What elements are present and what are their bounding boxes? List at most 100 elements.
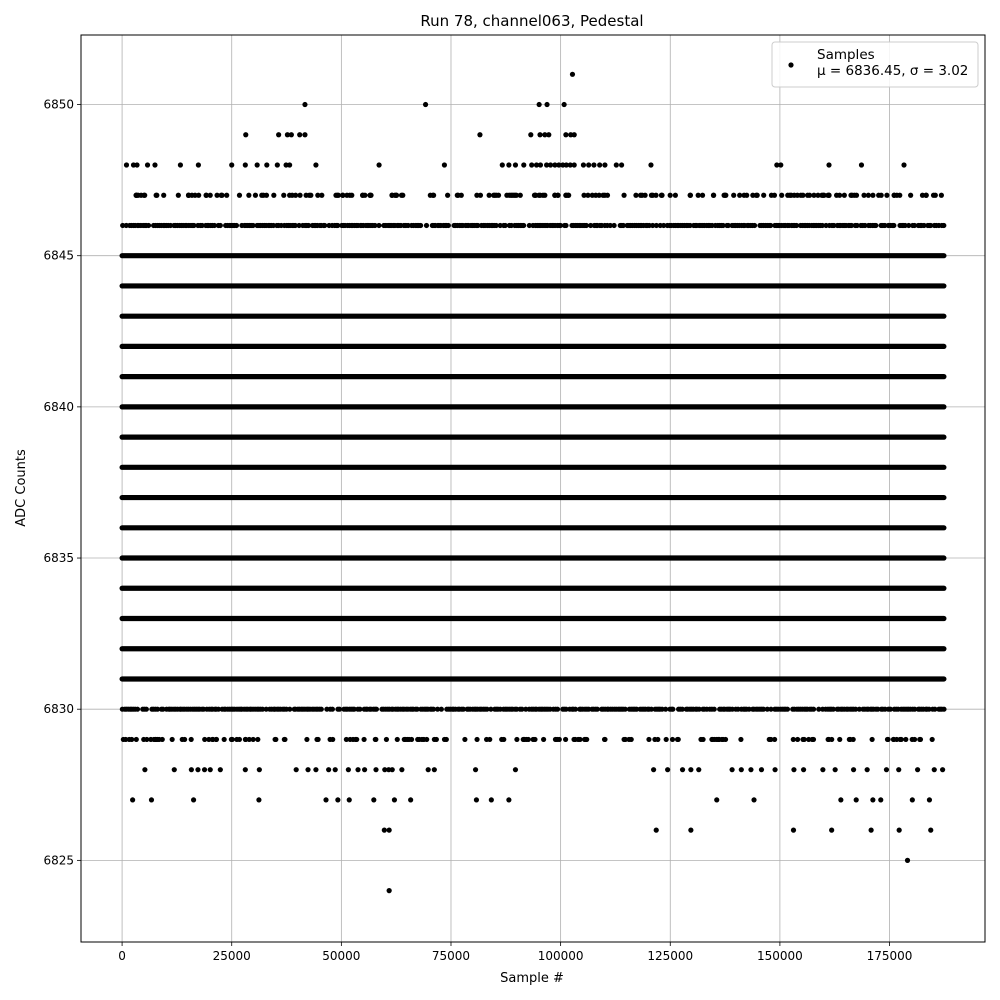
sample-point bbox=[800, 767, 807, 773]
sample-point bbox=[878, 797, 884, 803]
sample-point bbox=[687, 192, 694, 198]
sample-point bbox=[858, 162, 865, 168]
sample-point bbox=[618, 162, 625, 168]
sample-point bbox=[211, 222, 218, 229]
sample-point bbox=[386, 888, 392, 894]
sample-point bbox=[661, 222, 667, 229]
sample-point bbox=[868, 827, 874, 833]
sample-point bbox=[581, 192, 587, 198]
sample-point bbox=[768, 222, 774, 229]
x-tick-label: 175000 bbox=[867, 949, 913, 963]
sample-point bbox=[901, 162, 907, 168]
sample-point bbox=[544, 101, 550, 108]
sample-point bbox=[335, 222, 341, 229]
sample-point bbox=[921, 222, 927, 229]
sample-point bbox=[737, 192, 743, 198]
sample-point bbox=[145, 222, 152, 229]
sample-point bbox=[236, 192, 243, 198]
sample-point bbox=[768, 736, 774, 743]
sample-point bbox=[848, 222, 855, 229]
sample-point bbox=[297, 192, 303, 198]
sample-point bbox=[816, 706, 822, 712]
sample-point bbox=[832, 767, 838, 773]
sample-point bbox=[557, 222, 564, 229]
sample-point bbox=[696, 767, 702, 773]
sample-point bbox=[414, 706, 420, 712]
sample-point bbox=[688, 767, 694, 773]
sample-point bbox=[386, 827, 392, 833]
sample-point bbox=[779, 192, 785, 198]
sample-point bbox=[427, 192, 433, 198]
x-tick-label: 50000 bbox=[322, 949, 360, 963]
sample-point bbox=[372, 222, 378, 229]
sample-point bbox=[653, 192, 659, 198]
sample-point bbox=[806, 736, 812, 743]
sample-point bbox=[810, 706, 817, 712]
sample-point bbox=[438, 706, 444, 712]
x-axis-label: Sample # bbox=[500, 971, 564, 986]
sample-point bbox=[768, 706, 774, 712]
sample-point bbox=[195, 162, 201, 168]
sample-point bbox=[177, 162, 184, 168]
sample-point bbox=[853, 706, 859, 712]
sample-point bbox=[768, 192, 775, 198]
sample-point bbox=[304, 736, 310, 743]
sample-point bbox=[434, 706, 441, 712]
sample-point bbox=[123, 162, 130, 168]
sample-point bbox=[171, 767, 177, 773]
sample-point bbox=[292, 222, 298, 229]
sample-point bbox=[850, 767, 857, 773]
y-tick-label: 6850 bbox=[43, 98, 74, 112]
sample-point bbox=[597, 162, 603, 168]
sample-point bbox=[659, 192, 665, 198]
sample-point bbox=[254, 162, 260, 168]
sample-point bbox=[142, 767, 148, 773]
sample-point bbox=[563, 222, 569, 229]
sample-point bbox=[529, 162, 535, 168]
sample-point bbox=[148, 736, 154, 743]
sample-point bbox=[250, 736, 256, 743]
sample-point bbox=[206, 736, 212, 743]
sample-point bbox=[628, 736, 634, 743]
sample-point bbox=[819, 192, 825, 198]
plot-frame bbox=[80, 34, 986, 943]
sample-point bbox=[218, 192, 224, 198]
sample-point bbox=[421, 736, 427, 743]
sample-point bbox=[611, 222, 617, 229]
sample-point bbox=[491, 192, 497, 198]
sample-point bbox=[243, 736, 249, 743]
sample-point bbox=[202, 736, 208, 743]
sample-point bbox=[474, 736, 480, 743]
sample-point bbox=[523, 736, 529, 743]
sample-point bbox=[878, 192, 884, 198]
sample-point bbox=[563, 162, 569, 168]
sample-point bbox=[431, 736, 437, 743]
sample-point bbox=[332, 767, 338, 773]
sample-point bbox=[746, 706, 752, 712]
sample-point bbox=[542, 132, 548, 138]
sample-point bbox=[720, 222, 726, 229]
y-tick-label: 6825 bbox=[43, 853, 74, 867]
y-tick-label: 6840 bbox=[43, 400, 74, 414]
sample-point bbox=[688, 827, 694, 833]
sample-point bbox=[917, 736, 924, 743]
sample-point bbox=[376, 162, 382, 168]
sample-point bbox=[287, 162, 293, 168]
sample-point bbox=[764, 706, 770, 712]
sample-point bbox=[663, 736, 669, 743]
sample-point bbox=[175, 192, 181, 198]
sample-point bbox=[296, 222, 302, 229]
sample-point bbox=[315, 192, 321, 198]
sample-point bbox=[774, 162, 780, 168]
sample-point bbox=[926, 797, 933, 803]
sample-point bbox=[528, 132, 534, 138]
sample-point bbox=[233, 222, 240, 229]
sample-point bbox=[938, 192, 944, 198]
sample-point bbox=[883, 767, 890, 773]
sample-point bbox=[589, 192, 595, 198]
sample-point bbox=[928, 222, 934, 229]
sample-point bbox=[607, 222, 613, 229]
sample-point bbox=[445, 192, 451, 198]
sample-point bbox=[224, 192, 230, 198]
